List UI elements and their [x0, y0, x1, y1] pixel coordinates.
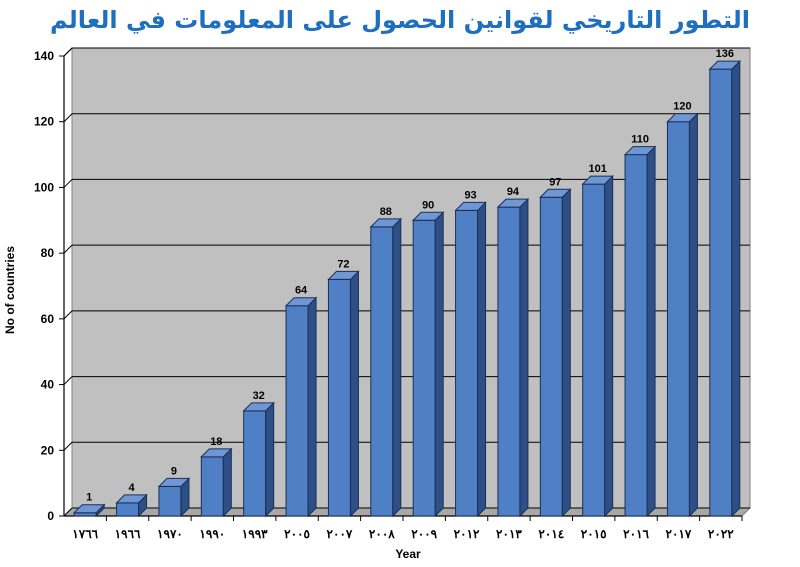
data-label: 101	[589, 163, 607, 175]
bar	[666, 121, 690, 517]
y-tick-label: 40	[41, 378, 55, 392]
bar-top	[496, 198, 530, 208]
bar	[327, 278, 351, 517]
y-tick-label: 60	[41, 312, 55, 326]
gridline-depth	[63, 507, 73, 517]
bar-top	[623, 146, 657, 156]
bar-side	[349, 270, 359, 518]
bar	[243, 410, 267, 517]
bar-top	[284, 297, 318, 307]
bar-side	[307, 296, 317, 518]
data-label: 1	[86, 492, 92, 504]
bar	[455, 209, 479, 517]
gridline-depth	[63, 376, 73, 385]
bar	[116, 502, 140, 517]
bar-top	[708, 60, 742, 70]
bar-top	[581, 175, 614, 185]
bar	[709, 68, 733, 517]
bar-side	[561, 188, 571, 518]
y-axis-depth	[63, 47, 73, 57]
x-tick-label: ٢٠٠٥	[284, 527, 310, 541]
bars	[72, 59, 742, 518]
bar-side	[265, 401, 275, 518]
x-tick-label: ٢٠٠٧	[327, 527, 353, 541]
x-tick-label: ٢٠٠٩	[411, 527, 437, 541]
bar-top	[454, 201, 487, 211]
x-tick-label: ٢٠٠٨	[369, 527, 395, 541]
data-label: 136	[716, 48, 734, 60]
bar	[539, 196, 563, 517]
bar-side	[392, 217, 402, 518]
bar-side	[477, 201, 487, 518]
x-tick-label: ٢٠١٤	[538, 527, 564, 541]
bar-side	[731, 59, 741, 518]
bar	[497, 206, 521, 517]
bar-top	[666, 113, 699, 123]
y-axis-title: No of countries	[3, 246, 17, 334]
data-label: 97	[549, 176, 561, 188]
bar-side	[604, 174, 614, 518]
bar	[412, 219, 436, 517]
bar-top	[369, 218, 403, 228]
bar-top	[115, 494, 148, 504]
bar	[582, 183, 606, 517]
x-axis-title: Year	[395, 547, 421, 561]
labels: 0 20 40 60 80 100 120 140 1 ١٧٦٦ 4 ١٩٦٦ 9 ١٩٧٠ 18 ١٩٩٠ 3…	[34, 48, 734, 541]
bar	[200, 456, 224, 517]
y-tick-label: 120	[34, 115, 54, 129]
y-tick-label: 140	[34, 49, 54, 63]
data-label: 120	[673, 101, 691, 113]
x-tick-label: ٢٠١٥	[581, 527, 607, 541]
data-label: 110	[631, 134, 649, 146]
data-label: 64	[295, 285, 308, 297]
bar-side	[222, 447, 232, 518]
y-tick-label: 80	[41, 246, 55, 260]
gridline-depth	[63, 179, 73, 188]
chart-title: التطور التاريخي لقوانين الحصول على المعل…	[49, 6, 751, 34]
data-label: 88	[380, 206, 392, 218]
bar	[285, 305, 309, 517]
x-tick-label: ٢٠١٦	[623, 527, 649, 541]
data-label: 93	[464, 189, 476, 201]
gridline-depth	[63, 441, 73, 451]
bar-top	[242, 402, 275, 412]
x-tick-label: ٢٠٢٢	[708, 527, 734, 541]
data-label: 90	[422, 199, 434, 211]
bar-side	[434, 211, 444, 518]
bar	[624, 154, 648, 517]
bar	[158, 485, 182, 517]
y-tick-label: 20	[41, 443, 55, 457]
data-label: 18	[210, 436, 222, 448]
bar	[370, 226, 394, 517]
bar-top	[539, 188, 572, 198]
y-tick-label: 100	[34, 180, 54, 194]
gridline-depth	[63, 113, 73, 123]
bar-top	[200, 448, 233, 458]
data-label: 32	[253, 390, 265, 402]
x-tick-label: ٢٠١٢	[454, 527, 480, 541]
bar-side	[688, 112, 698, 518]
bar-side	[519, 197, 529, 518]
bar-top	[411, 211, 445, 221]
x-tick-label: ١٩٩٠	[199, 527, 225, 541]
bar-top	[327, 270, 360, 280]
x-tick-label: ١٩٦٦	[115, 527, 141, 541]
x-tick-label: ١٧٦٦	[72, 527, 98, 541]
data-label: 9	[171, 465, 177, 477]
bar-top	[157, 477, 191, 487]
gridline-depth	[63, 244, 73, 254]
x-tick-label: ١٩٩٣	[242, 527, 268, 541]
bar-side	[646, 145, 656, 518]
x-tick-label: ١٩٧٠	[157, 527, 183, 541]
x-tick-label: ٢٠١٧	[666, 527, 692, 541]
bar-top	[72, 504, 106, 514]
data-label: 4	[129, 482, 136, 494]
data-label: 94	[507, 186, 520, 198]
x-tick-label: ٢٠١٣	[496, 527, 522, 541]
data-label: 72	[337, 258, 349, 270]
y-tick-label: 0	[47, 509, 54, 523]
gridline-depth	[63, 310, 73, 320]
